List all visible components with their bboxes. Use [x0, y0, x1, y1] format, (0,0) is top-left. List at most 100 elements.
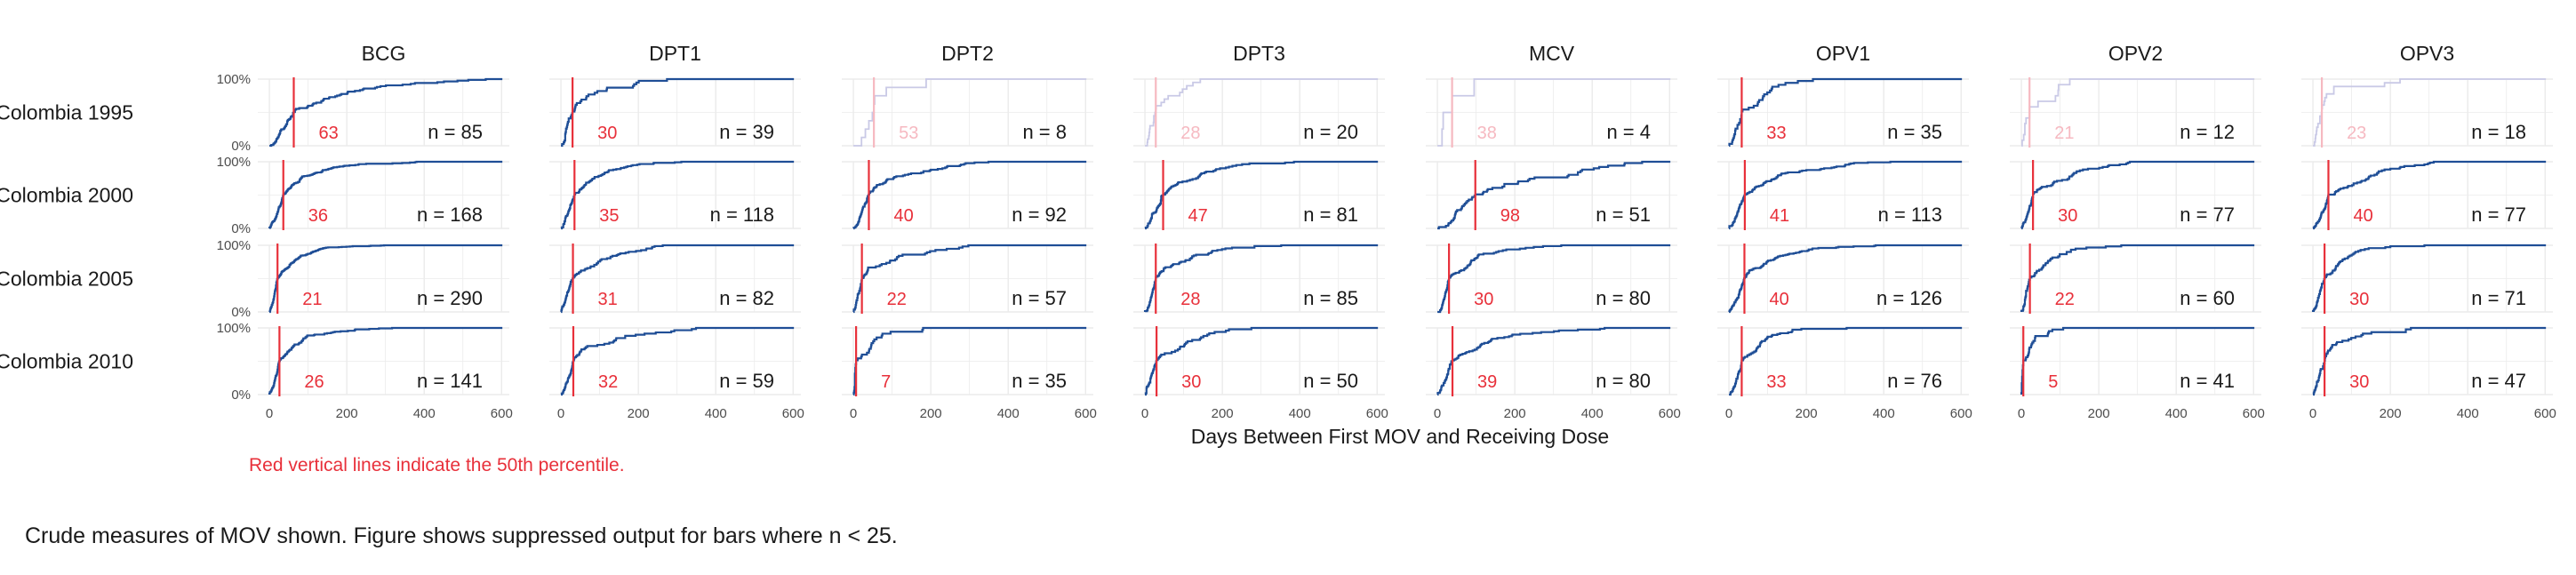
- panel-dpt1-row-2: 31 n = 82: [549, 244, 801, 314]
- cdf-line: [1144, 326, 1379, 396]
- y-tick-label: 0%: [231, 305, 251, 320]
- median-label: 32: [598, 372, 618, 392]
- panel-bcg-row-2: 21 n = 290: [258, 244, 509, 314]
- row-label: Colombia 1995: [0, 101, 133, 124]
- n-label: n = 141: [417, 370, 483, 392]
- cdf-line: [2311, 244, 2547, 313]
- x-tick-label: 400: [1873, 406, 1895, 421]
- column-title: MCV: [1529, 42, 1575, 65]
- x-tick-label: 0: [2018, 406, 2025, 421]
- n-label: n = 80: [1596, 287, 1651, 309]
- cdf-line: [852, 160, 1087, 230]
- x-tick-label: 200: [1504, 406, 1526, 421]
- x-tick-label: 200: [1796, 406, 1818, 421]
- panel-mcv-row-0: 38 n = 4: [1426, 77, 1677, 148]
- cdf-line: [1436, 326, 1671, 396]
- cdf-line: [560, 160, 795, 230]
- n-label: n = 80: [1596, 370, 1651, 392]
- y-tick-label: 0%: [231, 221, 251, 236]
- panel-dpt2-row-2: 22 n = 57: [842, 244, 1093, 314]
- x-tick-label: 400: [705, 406, 727, 421]
- median-label: 22: [2055, 290, 2075, 309]
- x-tick-label: 200: [336, 406, 358, 421]
- n-label: n = 35: [1887, 121, 1942, 143]
- panel-opv1-row-0: 33 n = 35: [1717, 77, 1969, 148]
- cdf-line: [561, 77, 795, 148]
- n-label: n = 57: [1012, 287, 1067, 309]
- n-label: n = 81: [1303, 204, 1358, 226]
- n-label: n = 60: [2180, 287, 2235, 309]
- panel-opv1-row-2: 40 n = 126: [1717, 244, 1969, 314]
- panel-opv1-row-1: 41 n = 113: [1717, 160, 1969, 230]
- panel-mcv-row-3: 39 n = 80: [1426, 326, 1677, 396]
- y-tick-label: 100%: [217, 321, 251, 336]
- median-label: 30: [2058, 206, 2077, 226]
- n-label: n = 92: [1012, 204, 1067, 226]
- panel-opv2-row-2: 22 n = 60: [2010, 244, 2261, 314]
- column-title: DPT1: [649, 42, 701, 65]
- column-title: DPT3: [1233, 42, 1285, 65]
- median-label: 30: [597, 124, 617, 143]
- x-tick-label: 200: [2380, 406, 2402, 421]
- x-axis-title: Days Between First MOV and Receiving Dos…: [1191, 425, 1609, 448]
- percentile-note: Red vertical lines indicate the 50th per…: [249, 455, 625, 475]
- median-label: 40: [893, 206, 913, 226]
- n-label: n = 18: [2471, 121, 2526, 143]
- n-label: n = 77: [2471, 204, 2526, 226]
- y-tick-label: 100%: [217, 155, 251, 170]
- n-label: n = 77: [2180, 204, 2235, 226]
- n-label: n = 59: [719, 370, 774, 392]
- n-label: n = 41: [2180, 370, 2235, 392]
- cdf-line: [1728, 244, 1963, 314]
- n-label: n = 85: [428, 121, 483, 143]
- cdf-line: [268, 244, 503, 314]
- median-label: 63: [318, 124, 338, 143]
- median-label: 22: [887, 290, 907, 309]
- x-tick-label: 400: [2165, 406, 2188, 421]
- median-label: 35: [599, 206, 619, 226]
- n-label: n = 12: [2180, 121, 2235, 143]
- cdf-line: [852, 326, 1087, 396]
- panel-dpt3-row-1: 47 n = 81: [1133, 160, 1385, 230]
- median-label: 33: [1766, 372, 1786, 392]
- n-label: n = 47: [2471, 370, 2526, 392]
- x-tick-label: 400: [2457, 406, 2479, 421]
- n-label: n = 50: [1303, 370, 1358, 392]
- cdf-line: [852, 244, 1087, 314]
- median-label: 26: [304, 372, 324, 392]
- row-label: Colombia 2000: [0, 184, 133, 207]
- panel-bcg-row-1: 36 n = 168: [258, 160, 509, 230]
- median-label: 38: [1477, 124, 1497, 143]
- n-label: n = 82: [719, 287, 774, 309]
- panel-dpt1-row-1: 35 n = 118: [549, 160, 801, 230]
- n-label: n = 8: [1022, 121, 1067, 143]
- cdf-line: [560, 244, 795, 314]
- median-label: 7: [881, 372, 891, 392]
- x-tick-label: 0: [850, 406, 857, 421]
- n-label: n = 76: [1887, 370, 1942, 392]
- row-label: Colombia 2010: [0, 350, 133, 373]
- x-tick-label: 400: [413, 406, 436, 421]
- y-tick-label: 0%: [231, 387, 251, 403]
- n-label: n = 71: [2471, 287, 2526, 309]
- cdf-line: [2312, 160, 2547, 230]
- median-label: 41: [1770, 206, 1789, 226]
- panel-bcg-row-0: 63 n = 85: [258, 77, 509, 148]
- cdf-line: [2020, 244, 2255, 312]
- x-tick-label: 0: [1725, 406, 1732, 421]
- cdf-line: [1437, 244, 1671, 314]
- cdf-line: [269, 77, 503, 148]
- panel-dpt3-row-0: 28 n = 20: [1133, 77, 1385, 148]
- panel-dpt1-row-0: 30 n = 39: [549, 77, 801, 148]
- panel-opv1-row-3: 33 n = 76: [1717, 326, 1969, 396]
- median-label: 31: [598, 290, 618, 309]
- n-label: n = 118: [710, 204, 774, 226]
- panel-dpt2-row-3: 7 n = 35: [842, 326, 1093, 396]
- cdf-line: [1143, 244, 1379, 313]
- panel-opv2-row-0: 21 n = 12: [2010, 77, 2261, 148]
- x-tick-label: 200: [2088, 406, 2110, 421]
- median-label: 98: [1500, 206, 1520, 226]
- panel-dpt1-row-3: 32 n = 59: [549, 326, 801, 396]
- y-tick-label: 0%: [231, 139, 251, 154]
- column-title: OPV1: [1816, 42, 1870, 65]
